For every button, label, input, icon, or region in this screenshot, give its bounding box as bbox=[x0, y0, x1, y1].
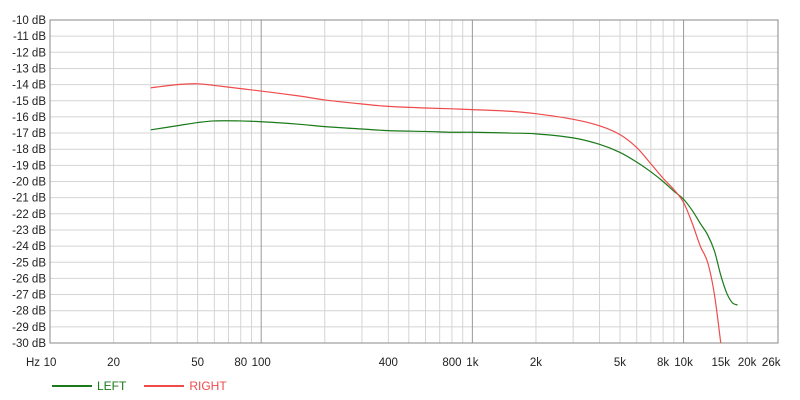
y-tick-label: -24 dB bbox=[12, 241, 46, 253]
y-tick-label: -13 dB bbox=[12, 63, 46, 75]
x-axis-tick-labels: 10 20 50 80 100 400 800 1k 2k 5k 8k 10k 15k 20k 26k bbox=[44, 357, 781, 369]
x-tick-label: 1k bbox=[466, 357, 478, 369]
y-tick-label: -17 dB bbox=[12, 128, 46, 140]
y-tick-label: -19 dB bbox=[12, 160, 46, 172]
x-tick-label: 100 bbox=[252, 357, 271, 369]
legend-label-left: LEFT bbox=[97, 379, 127, 393]
minor-gridlines bbox=[50, 19, 778, 344]
x-tick-label: 10k bbox=[674, 357, 693, 369]
series-lines bbox=[150, 83, 738, 344]
y-tick-label: -16 dB bbox=[12, 112, 46, 124]
y-tick-label: -25 dB bbox=[12, 257, 46, 269]
series-line-right bbox=[150, 83, 722, 344]
x-tick-label: 26k bbox=[762, 357, 781, 369]
y-tick-label: -20 dB bbox=[12, 177, 46, 189]
x-tick-label: 20 bbox=[107, 357, 120, 369]
y-tick-label: -30 dB bbox=[12, 338, 46, 350]
y-tick-label: -28 dB bbox=[12, 306, 46, 318]
y-tick-label: -18 dB bbox=[12, 144, 46, 156]
series-line-left bbox=[150, 120, 738, 306]
y-tick-label: -29 dB bbox=[12, 322, 46, 334]
legend: LEFT RIGHT bbox=[52, 379, 245, 393]
y-tick-label: -21 dB bbox=[12, 193, 46, 205]
y-tick-label: -12 dB bbox=[12, 47, 46, 59]
legend-swatch-right bbox=[144, 385, 185, 387]
legend-item-right[interactable]: RIGHT bbox=[144, 379, 227, 393]
y-tick-label: -26 dB bbox=[12, 273, 46, 285]
x-tick-label: 15k bbox=[711, 357, 730, 369]
x-tick-label: 50 bbox=[191, 357, 204, 369]
y-tick-label: -11 dB bbox=[13, 31, 46, 43]
plot-border bbox=[49, 19, 779, 344]
x-tick-label: 10 bbox=[44, 357, 57, 369]
legend-label-right: RIGHT bbox=[189, 379, 227, 393]
x-axis-unit-label: Hz bbox=[26, 357, 40, 369]
y-tick-label: -15 dB bbox=[12, 96, 46, 108]
y-tick-label: -27 dB bbox=[12, 290, 46, 302]
legend-item-left[interactable]: LEFT bbox=[52, 379, 126, 393]
x-tick-label: 5k bbox=[614, 357, 626, 369]
y-tick-label: -14 dB bbox=[12, 80, 46, 92]
x-tick-label: 800 bbox=[442, 357, 461, 369]
y-tick-label: -23 dB bbox=[12, 225, 46, 237]
x-tick-label: 20k bbox=[738, 357, 757, 369]
y-axis-tick-labels: -10 dB -11 dB -12 dB -13 dB -14 dB -15 dB -16 … bbox=[12, 15, 46, 350]
y-tick-label: -22 dB bbox=[12, 209, 46, 221]
x-tick-label: 400 bbox=[379, 357, 398, 369]
y-tick-label: -10 dB bbox=[12, 15, 46, 27]
x-tick-label: 80 bbox=[234, 357, 247, 369]
x-tick-label: 8k bbox=[657, 357, 669, 369]
x-tick-label: 2k bbox=[530, 357, 542, 369]
legend-swatch-left bbox=[52, 385, 92, 387]
